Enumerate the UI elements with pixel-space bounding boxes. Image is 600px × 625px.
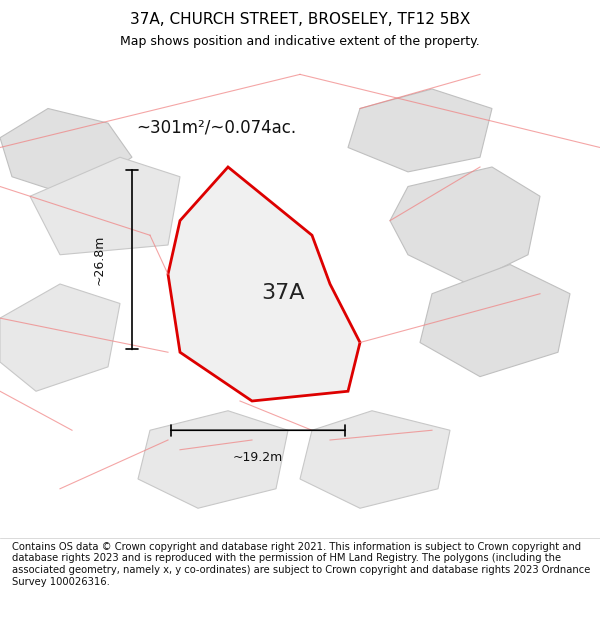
Text: 37A, CHURCH STREET, BROSELEY, TF12 5BX: 37A, CHURCH STREET, BROSELEY, TF12 5BX: [130, 12, 470, 28]
Text: Contains OS data © Crown copyright and database right 2021. This information is : Contains OS data © Crown copyright and d…: [12, 542, 590, 587]
Text: ~26.8m: ~26.8m: [92, 234, 106, 285]
Polygon shape: [168, 167, 360, 401]
Text: ~19.2m: ~19.2m: [233, 451, 283, 464]
Polygon shape: [300, 411, 450, 508]
Polygon shape: [348, 89, 492, 172]
Text: Map shows position and indicative extent of the property.: Map shows position and indicative extent…: [120, 35, 480, 48]
Polygon shape: [138, 411, 288, 508]
Polygon shape: [0, 284, 120, 391]
Polygon shape: [30, 158, 180, 255]
Text: 37A: 37A: [261, 283, 304, 303]
Polygon shape: [420, 264, 570, 377]
Text: ~301m²/~0.074ac.: ~301m²/~0.074ac.: [136, 119, 296, 137]
Polygon shape: [390, 167, 540, 284]
Polygon shape: [0, 109, 132, 196]
